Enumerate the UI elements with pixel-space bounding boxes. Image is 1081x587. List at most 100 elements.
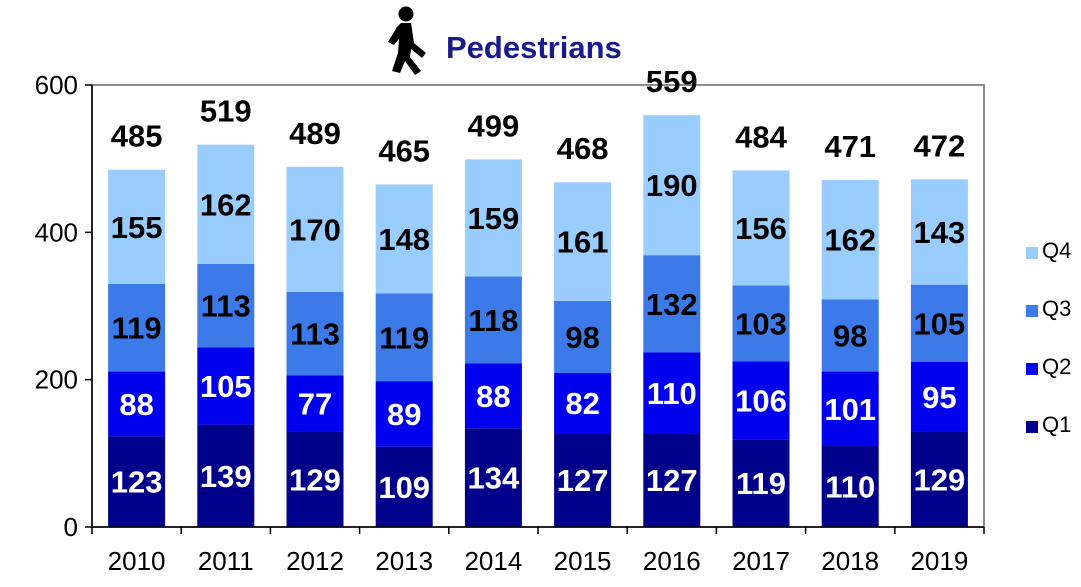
data-label-q4-2012: 170: [289, 212, 341, 247]
bar-segment-q3-2013: [375, 293, 433, 382]
bar-segment-q1-2017: [732, 439, 790, 527]
total-label-2012: 489: [289, 116, 341, 151]
data-label-q1-2015: 127: [557, 463, 609, 498]
total-label-2018: 471: [824, 129, 876, 164]
x-tick-label-2011: 2011: [198, 546, 254, 576]
data-label-q3-2011: 113: [201, 289, 251, 324]
data-label-q2-2010: 88: [119, 387, 153, 422]
data-label-q3-2019: 105: [914, 306, 966, 341]
x-tick-label-2012: 2012: [286, 546, 344, 576]
bar-segment-q3-2019: [910, 284, 968, 362]
x-tick-label-2017: 2017: [732, 546, 790, 576]
bar-segment-q3-2016: [643, 255, 701, 353]
x-tick-label-2010: 2010: [108, 546, 166, 576]
data-label-q4-2018: 162: [824, 223, 876, 258]
bar-segment-q4-2016: [643, 115, 701, 256]
data-label-q4-2010: 155: [111, 210, 163, 245]
data-label-q1-2010: 123: [111, 465, 163, 500]
bar-segment-q2-2013: [375, 381, 433, 447]
data-label-q3-2018: 98: [833, 318, 867, 353]
bar-segment-q3-2015: [554, 300, 612, 374]
data-label-q4-2014: 159: [468, 201, 520, 236]
data-label-q4-2011: 162: [200, 187, 252, 222]
y-tick-label-200: 200: [35, 365, 78, 395]
x-tick-label-2019: 2019: [910, 546, 968, 576]
data-label-q2-2013: 89: [387, 397, 421, 432]
bar-segment-q4-2014: [464, 159, 522, 277]
legend-label-q4: Q4: [1042, 238, 1071, 263]
bar-segment-q4-2012: [286, 166, 344, 293]
bar-segment-q1-2016: [643, 433, 701, 527]
total-label-2013: 465: [378, 133, 430, 168]
bar-segment-q4-2018: [821, 180, 879, 300]
data-label-q3-2014: 118: [468, 303, 518, 338]
bar-segment-q1-2014: [464, 428, 522, 527]
bar-segment-q2-2016: [643, 352, 701, 434]
bar-segment-q3-2011: [197, 264, 255, 348]
x-tick-label-2013: 2013: [375, 546, 433, 576]
total-label-2019: 472: [914, 128, 966, 163]
y-tick-label-600: 600: [35, 70, 78, 100]
bar-segment-q3-2018: [821, 299, 879, 372]
bar-segment-q4-2011: [197, 144, 255, 265]
chart-title-group: Pedestrians: [388, 6, 622, 75]
data-label-q2-2018: 101: [824, 392, 876, 427]
pedestrian-walking-icon: [388, 6, 426, 75]
data-label-q1-2016: 127: [646, 463, 698, 498]
data-label-q1-2013: 109: [378, 470, 430, 505]
data-label-q2-2012: 77: [298, 387, 332, 422]
total-label-2017: 484: [735, 119, 787, 154]
legend-swatch-q4: [1026, 247, 1038, 259]
data-label-q2-2014: 88: [476, 379, 510, 414]
bar-segment-q2-2015: [554, 373, 612, 434]
data-label-q3-2013: 119: [379, 320, 429, 355]
total-label-2010: 485: [111, 119, 163, 154]
data-label-q4-2015: 161: [557, 225, 609, 260]
data-label-q2-2019: 95: [922, 380, 956, 415]
x-tick-label-2018: 2018: [821, 546, 879, 576]
bar-segment-q1-2013: [375, 446, 433, 527]
data-label-q1-2017: 119: [736, 466, 786, 501]
bar-segment-q2-2017: [732, 361, 790, 440]
bar-segment-q3-2014: [464, 276, 522, 364]
legend-label-q3: Q3: [1042, 296, 1071, 321]
data-label-q4-2013: 148: [378, 222, 430, 257]
data-label-q2-2017: 106: [735, 383, 787, 418]
bar-segment-q4-2010: [108, 169, 166, 284]
legend-label-q2: Q2: [1042, 354, 1071, 379]
data-label-q1-2018: 110: [825, 469, 875, 504]
legend-label-q1: Q1: [1042, 412, 1071, 437]
bar-segment-q3-2012: [286, 292, 344, 376]
total-label-2015: 468: [557, 131, 609, 166]
bar-segment-q1-2019: [910, 431, 968, 527]
bar-segment-q2-2018: [821, 371, 879, 446]
bar-segment-q1-2010: [108, 436, 166, 527]
bar-segment-q1-2012: [286, 431, 344, 527]
total-label-2014: 499: [468, 108, 520, 143]
bar-segment-q3-2017: [732, 285, 790, 362]
data-label-q3-2010: 119: [112, 311, 162, 346]
data-label-q2-2015: 82: [565, 386, 599, 421]
data-label-q3-2017: 103: [735, 306, 787, 341]
legend-swatch-q2: [1026, 363, 1038, 375]
data-label-q2-2011: 105: [200, 369, 252, 404]
bar-segment-q2-2014: [464, 363, 522, 429]
y-tick-label-400: 400: [35, 217, 78, 247]
bar-segment-q1-2018: [821, 445, 879, 527]
total-label-2011: 519: [200, 94, 252, 129]
bar-segment-q4-2019: [910, 179, 968, 285]
data-label-q3-2015: 98: [565, 320, 599, 355]
bar-segment-q1-2015: [554, 433, 612, 527]
data-label-q1-2011: 139: [200, 459, 252, 494]
data-label-q3-2012: 113: [290, 317, 340, 352]
x-tick-label-2015: 2015: [554, 546, 612, 576]
bar-segment-q2-2019: [910, 361, 968, 432]
bar-segment-q1-2011: [197, 424, 255, 527]
bar-segment-q4-2017: [732, 170, 790, 286]
legend-swatch-q3: [1026, 305, 1038, 317]
bar-segment-q4-2013: [375, 184, 433, 294]
bar-segment-q3-2010: [108, 283, 166, 372]
x-tick-label-2016: 2016: [643, 546, 701, 576]
y-tick-label-0: 0: [64, 512, 78, 542]
